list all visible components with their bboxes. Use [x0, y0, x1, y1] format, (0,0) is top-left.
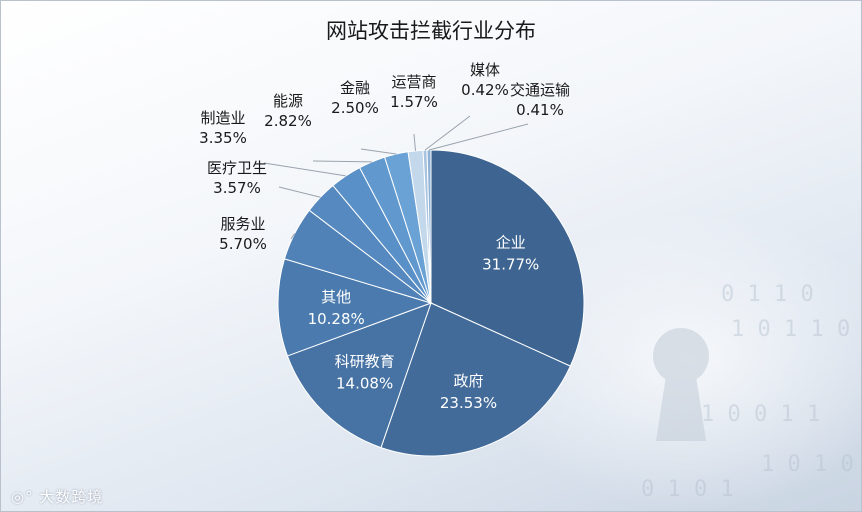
slice-label-value: 14.08% [336, 375, 393, 393]
slice-label-name: 制造业 [200, 109, 245, 127]
leader-lines [263, 115, 529, 240]
slice-label-name: 媒体 [470, 61, 500, 79]
watermark: ◎° 大数跨境 [11, 486, 103, 507]
svg-text:0 1 1 0: 0 1 1 0 [721, 282, 814, 307]
slice-label-name: 医疗卫生 [207, 159, 267, 177]
slice-label-value: 2.50% [331, 99, 379, 117]
svg-text:1 0 1 1 0: 1 0 1 1 0 [731, 317, 850, 342]
slice-label-value: 23.53% [440, 394, 497, 412]
watermark-logo-icon: ◎° [11, 488, 34, 506]
slice-label-name: 金融 [340, 79, 370, 97]
slice-label-value: 10.28% [308, 310, 365, 328]
leader-line [360, 148, 397, 155]
slice-label-name: 运营商 [391, 73, 436, 91]
slice-label-value: 1.57% [390, 93, 438, 111]
leader-line [428, 123, 529, 151]
pie-slice-1 [430, 149, 585, 367]
pie-slice-4 [277, 258, 433, 357]
slice-label-name: 企业 [496, 234, 526, 252]
leader-line [263, 162, 346, 177]
slice-label-value: 31.77% [482, 256, 539, 274]
pie-slice-2 [380, 302, 572, 457]
chart-title: 网站攻击拦截行业分布 [326, 19, 536, 43]
leader-line [278, 186, 321, 198]
pie-slices [277, 149, 585, 457]
leader-line [424, 115, 471, 151]
slice-label-value: 0.42% [461, 81, 509, 99]
slice-label-name: 其他 [321, 288, 351, 306]
watermark-text: 大数跨境 [39, 488, 104, 506]
slice-label-value: 2.82% [264, 112, 312, 130]
slice-label-value: 3.57% [213, 179, 261, 197]
leader-line [413, 133, 416, 151]
slice-label-value: 3.35% [199, 129, 247, 147]
slice-labels: 企业 31.77% 政府 23.53% 科研教育 14.08% 其他 10.28% 服务业 5.7… [199, 61, 570, 412]
slice-label-name: 政府 [453, 372, 483, 390]
pie-slice-3 [286, 302, 432, 449]
svg-text:1 0 1 0: 1 0 1 0 [761, 452, 854, 477]
slice-label-value: 5.70% [219, 235, 267, 253]
leader-line [290, 233, 296, 240]
slice-label-value: 0.41% [516, 101, 564, 119]
slice-label-name: 服务业 [220, 215, 265, 233]
slice-label-name: 交通运输 [510, 81, 570, 99]
svg-text:1 0 0 1 1: 1 0 0 1 1 [701, 402, 820, 427]
svg-text:0 1 0 1: 0 1 0 1 [641, 477, 734, 502]
slice-label-name: 能源 [273, 92, 303, 110]
leader-line [312, 160, 372, 163]
slice-label-name: 科研教育 [335, 353, 395, 371]
